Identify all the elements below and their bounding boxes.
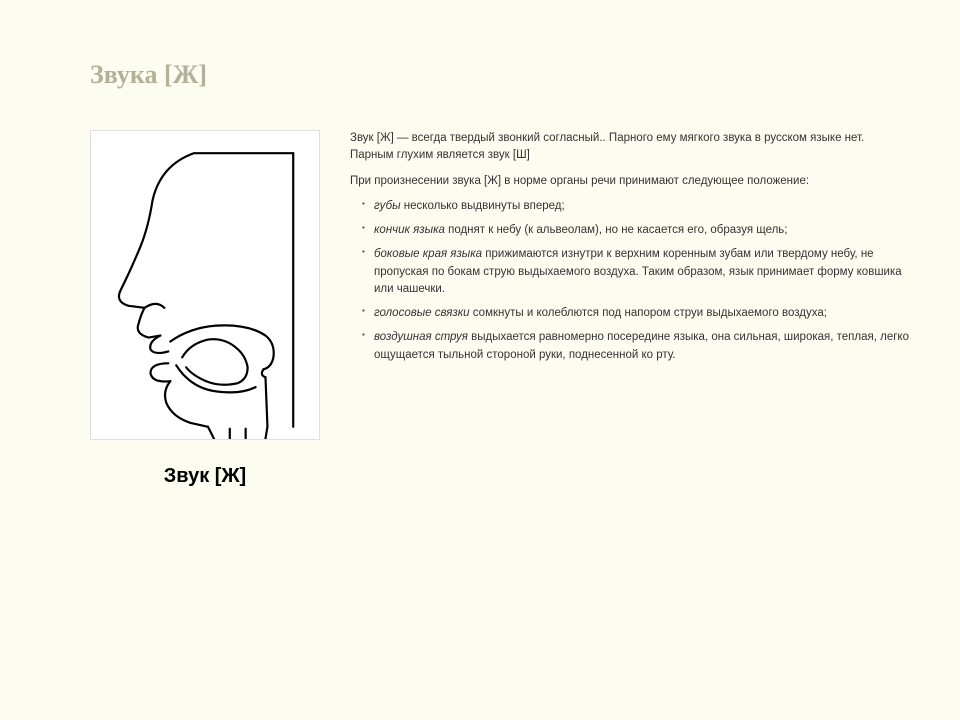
list-item-text: поднят к небу (к альвеолам), но не касае… [445,224,788,236]
list-item-term: воздушная струя [374,331,468,343]
list-item-text: сомкнуты и колеблются под напором струи … [470,307,827,319]
list-item-term: боковые края языка [374,248,482,260]
page-title: Звука [Ж] [90,60,910,90]
list-item-term: голосовые связки [374,307,470,319]
list-item-text: несколько выдвинуты вперед; [401,200,565,212]
list-item: губы несколько выдвинуты вперед; [362,198,910,215]
articulation-figure: Звук [Ж] [90,130,320,528]
speech-profile-diagram [90,130,320,440]
intro-paragraph: Звук [Ж] — всегда твердый звонкий соглас… [350,130,910,165]
list-item: голосовые связки сомкнуты и колеблются п… [362,305,910,322]
content-row: Звук [Ж] Звук [Ж] — всегда твердый звонк… [90,130,910,528]
description-text: Звук [Ж] — всегда твердый звонкий соглас… [350,130,910,528]
list-item: кончик языка поднят к небу (к альвеолам)… [362,222,910,239]
list-item: боковые края языка прижимаются изнутри к… [362,246,910,298]
lead-paragraph: При произнесении звука [Ж] в норме орган… [350,173,910,190]
list-item-term: губы [374,200,401,212]
slide-page: Звука [Ж] [0,0,960,568]
list-item: воздушная струя выдыхается равномерно по… [362,329,910,364]
articulation-list: губы несколько выдвинуты вперед; кончик … [350,198,910,364]
figure-caption: Звук [Ж] [90,465,320,488]
list-item-term: кончик языка [374,224,445,236]
